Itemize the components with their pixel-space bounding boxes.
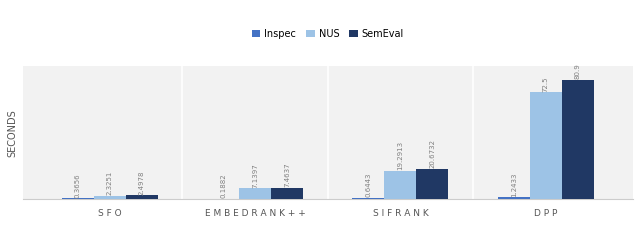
Text: 2.4978: 2.4978 [139,170,145,195]
Bar [239,189,271,199]
Legend: Inspec, NUS, SemEval: Inspec, NUS, SemEval [248,25,408,43]
Bar [125,195,157,199]
Bar [93,196,125,199]
Bar [530,92,562,199]
Text: 0.6443: 0.6443 [365,173,371,197]
Text: 72.5: 72.5 [543,76,549,92]
Bar [353,198,385,199]
Text: 19.2913: 19.2913 [397,141,403,170]
Bar [385,171,417,199]
Text: 7.1397: 7.1397 [252,163,258,188]
Bar [562,80,594,199]
Text: 0.1882: 0.1882 [220,174,226,198]
Bar [417,168,449,199]
Text: 80.9: 80.9 [575,64,581,79]
Text: 0.3656: 0.3656 [75,173,81,198]
Y-axis label: SECONDS: SECONDS [7,109,17,157]
Bar [61,198,93,199]
Text: 2.3251: 2.3251 [107,171,113,195]
Text: 1.2433: 1.2433 [511,172,517,196]
Bar [271,188,303,199]
Text: 7.4637: 7.4637 [284,163,290,187]
Bar [498,197,530,199]
Text: 20.6732: 20.6732 [429,139,435,168]
